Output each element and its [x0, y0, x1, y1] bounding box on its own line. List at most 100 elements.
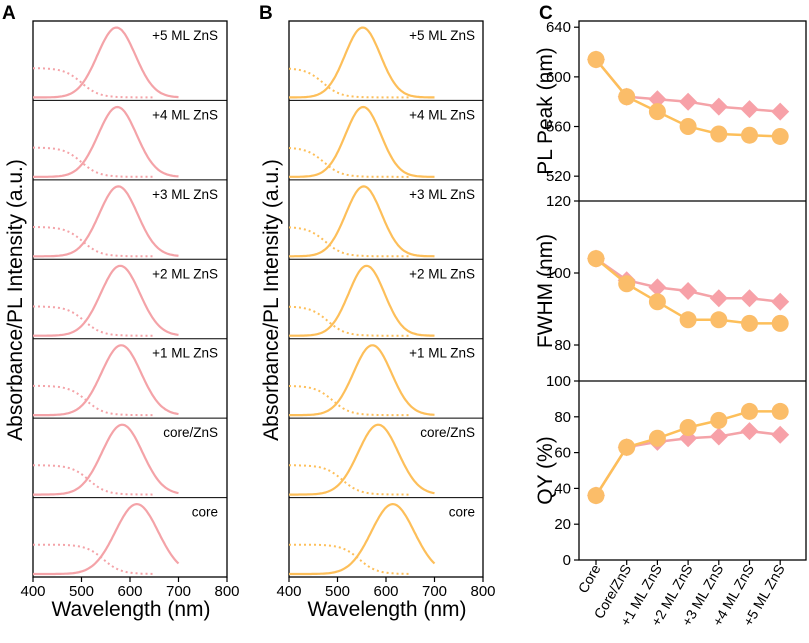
data-point-circle	[618, 88, 636, 106]
y-tick-label: 520	[546, 168, 571, 185]
absorbance-curve	[33, 543, 154, 575]
data-point-diamond	[679, 92, 698, 111]
data-point-circle	[741, 314, 758, 332]
y-tick-label: 60	[554, 445, 571, 462]
panel-label-b: B	[259, 3, 273, 24]
y-tick-label: 100	[546, 265, 571, 282]
data-point-diamond	[771, 425, 790, 444]
data-point-circle	[741, 402, 758, 420]
y-tick-label: 80	[554, 337, 571, 354]
sample-label: +4 ML ZnS	[152, 107, 218, 122]
sample-label: +4 ML ZnS	[409, 107, 475, 122]
sample-label: core	[449, 505, 475, 520]
pl-curve	[33, 502, 180, 576]
data-point-diamond	[679, 282, 698, 300]
x-tick-label: 500	[69, 583, 94, 600]
data-point-circle	[741, 126, 758, 144]
subplot-ylabel: QY (%)	[534, 436, 557, 504]
data-point-diamond	[709, 97, 728, 116]
x-tick-label: 600	[117, 583, 142, 600]
data-point-circle	[648, 293, 666, 311]
pl-curve	[33, 423, 179, 496]
absorbance-curve	[33, 384, 154, 417]
plot-frame	[578, 20, 807, 561]
sample-label: +1 ML ZnS	[409, 346, 475, 361]
absorbance-curve	[33, 464, 154, 496]
sample-label: +5 ML ZnS	[152, 28, 218, 43]
x-tick-label: 400	[276, 583, 301, 600]
x-tick-label: 700	[422, 583, 447, 600]
absorbance-curve	[33, 67, 154, 99]
sample-label: +1 ML ZnS	[152, 346, 218, 361]
data-point-circle	[771, 402, 789, 420]
category-label: Core	[575, 561, 604, 595]
panel-b-xlabel: Wavelength (nm)	[307, 598, 466, 621]
data-point-diamond	[648, 90, 667, 109]
sample-label: core/ZnS	[163, 425, 218, 440]
data-point-diamond	[709, 427, 728, 446]
subplot-ylabel: PL Peak (nm)	[534, 47, 557, 175]
y-tick-label: 640	[546, 19, 571, 36]
panel-a-ylabel: Absorbance/PL Intensity (a.u.)	[4, 159, 27, 441]
data-point-circle	[618, 275, 636, 293]
data-point-circle	[648, 429, 666, 447]
panel-a-xlabel: Wavelength (nm)	[51, 598, 210, 621]
absorbance-curve	[288, 305, 410, 337]
sample-label: +5 ML ZnS	[409, 28, 475, 43]
data-point-circle	[710, 311, 728, 329]
sample-label: core/ZnS	[420, 425, 475, 440]
absorbance-curve	[289, 543, 410, 575]
pl-curve	[33, 26, 179, 99]
pl-curve	[289, 344, 435, 417]
pl-curve	[33, 264, 179, 337]
data-point-diamond	[740, 422, 759, 441]
data-point-circle	[679, 118, 697, 136]
data-point-circle	[679, 311, 697, 329]
panel-b-ylabel: Absorbance/PL Intensity (a.u.)	[260, 159, 283, 441]
y-tick-label: 20	[554, 516, 571, 533]
panel-label-a: A	[2, 3, 16, 24]
x-tick-label: 800	[214, 583, 239, 600]
sample-label: +2 ML ZnS	[409, 266, 475, 281]
data-point-circle	[771, 127, 789, 145]
sample-label: +2 ML ZnS	[152, 266, 218, 281]
pl-curve	[289, 185, 435, 258]
data-point-circle	[710, 411, 728, 429]
y-tick-label: 100	[546, 373, 571, 390]
data-point-circle	[679, 419, 697, 437]
absorbance-curve	[32, 305, 154, 337]
absorbance-curve	[289, 464, 410, 496]
pl-curve	[289, 502, 436, 576]
data-point-diamond	[740, 289, 759, 308]
subplot-ylabel: FWHM (nm)	[534, 234, 557, 348]
y-tick-label: 0	[563, 552, 571, 569]
data-point-diamond	[709, 289, 728, 308]
sample-label: +3 ML ZnS	[152, 187, 218, 202]
x-tick-label: 600	[373, 583, 398, 600]
pl-curve	[33, 344, 179, 417]
data-point-circle	[587, 250, 605, 268]
data-point-circle	[618, 438, 636, 456]
pl-curve	[289, 26, 435, 99]
y-tick-label: 600	[546, 69, 571, 86]
data-point-circle	[648, 103, 666, 121]
panel-label-c: C	[539, 3, 553, 24]
y-tick-label: 560	[546, 119, 571, 136]
pl-curve	[289, 105, 435, 178]
x-tick-label: 400	[20, 583, 45, 600]
absorbance-curve	[288, 67, 410, 99]
y-tick-label: 120	[546, 193, 571, 210]
y-tick-label: 80	[554, 409, 571, 426]
y-tick-label: 40	[554, 480, 571, 497]
data-point-diamond	[740, 100, 759, 119]
absorbance-curve	[288, 226, 410, 258]
spectra-panel-b: +5 ML ZnS +4 ML ZnS +3 ML ZnS +2 ML ZnS +1 M…	[276, 20, 496, 600]
data-point-circle	[587, 487, 605, 505]
pl-curve	[33, 105, 179, 178]
data-point-circle	[710, 125, 728, 143]
sample-label: core	[192, 505, 218, 520]
absorbance-curve	[33, 226, 154, 258]
data-point-diamond	[771, 102, 790, 121]
